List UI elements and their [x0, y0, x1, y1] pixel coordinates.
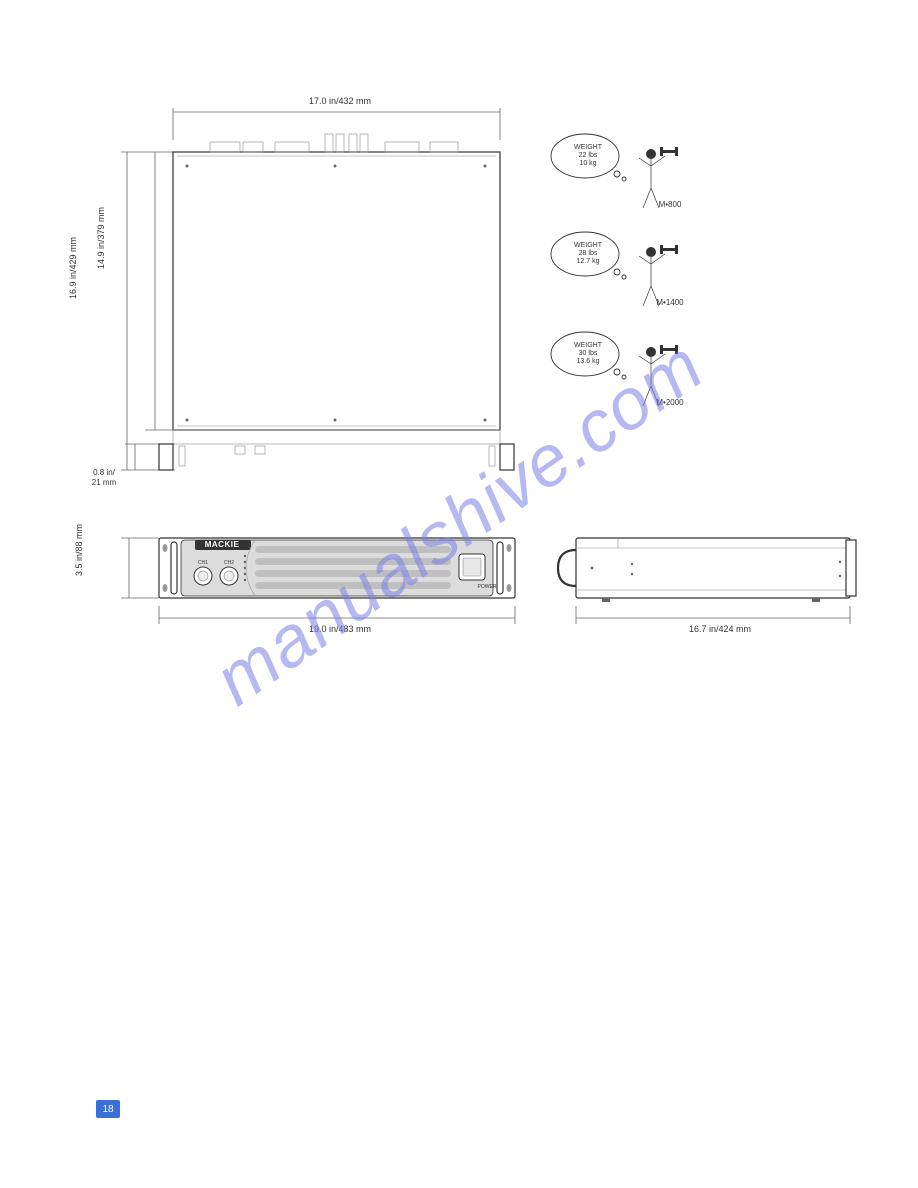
page-container: 17.0 in/432 mm 14.9 in/379 mm 16.9 in/42…	[0, 0, 918, 1188]
weight-m2000-model: M•2000	[648, 398, 692, 408]
top-ear-depth-label: 0.8 in/ 21 mm	[82, 468, 126, 487]
weight-m1400-model: M•1400	[648, 298, 692, 308]
weight-m2000-text: WEIGHT 30 lbs 13.6 kg	[562, 342, 614, 366]
weight-m800-model: M•800	[648, 200, 692, 210]
top-view-diagram	[115, 100, 525, 500]
front-brand: MACKIE	[198, 540, 246, 550]
front-ch2: CH2	[218, 560, 240, 566]
top-depth-behind-ears-label: 14.9 in/379 mm	[96, 206, 107, 270]
side-view-diagram	[552, 528, 862, 638]
front-height-label: 3.5 in/88 mm	[74, 522, 85, 578]
top-width-label: 17.0 in/432 mm	[280, 96, 400, 107]
page-number-badge: 18	[96, 1100, 120, 1118]
weight-m800-text: WEIGHT 22 lbs 10 kg	[562, 144, 614, 168]
front-width-label: 19.0 in/483 mm	[280, 624, 400, 635]
top-depth-overall-label: 16.9 in/429 mm	[68, 236, 79, 300]
front-view-diagram	[115, 528, 525, 638]
front-power: POWER	[472, 584, 502, 590]
side-depth-label: 16.7 in/424 mm	[660, 624, 780, 635]
weight-m1400-text: WEIGHT 28 lbs 12.7 kg	[562, 242, 614, 266]
front-ch1: CH1	[192, 560, 214, 566]
